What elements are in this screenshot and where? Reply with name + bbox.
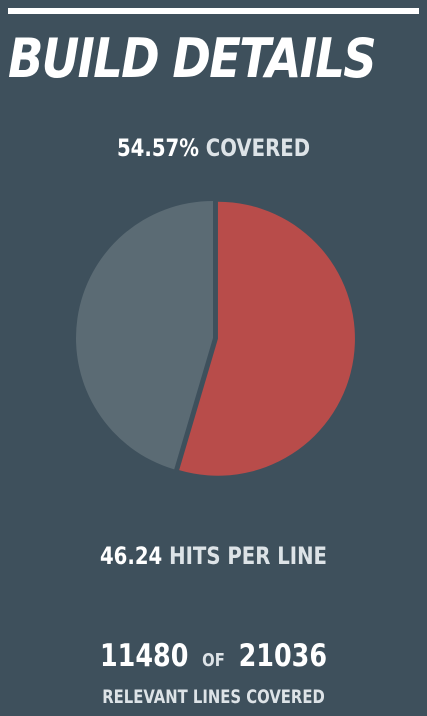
pie-slice-uncovered — [76, 201, 213, 470]
lines-summary: 11480 OF 21036 — [38, 636, 388, 681]
of-label: OF — [202, 650, 225, 671]
relevant-lines-count: 21036 — [238, 638, 328, 674]
hits-label: HITS PER LINE — [169, 542, 328, 570]
coverage-label: COVERED — [205, 134, 311, 162]
covered-lines-count: 11480 — [99, 638, 189, 674]
coverage-summary: 54.57% COVERED — [38, 132, 388, 164]
page-title: BUILD DETAILS — [8, 27, 377, 90]
hits-summary: 46.24 HITS PER LINE — [38, 540, 388, 572]
pie-slices — [76, 201, 355, 476]
top-rule — [8, 8, 419, 14]
hits-value: 46.24 — [99, 542, 163, 570]
pie-slice-covered — [179, 201, 355, 476]
relevant-lines-caption: RELEVANT LINES COVERED — [102, 686, 325, 708]
coverage-percent: 54.57% — [116, 134, 199, 162]
